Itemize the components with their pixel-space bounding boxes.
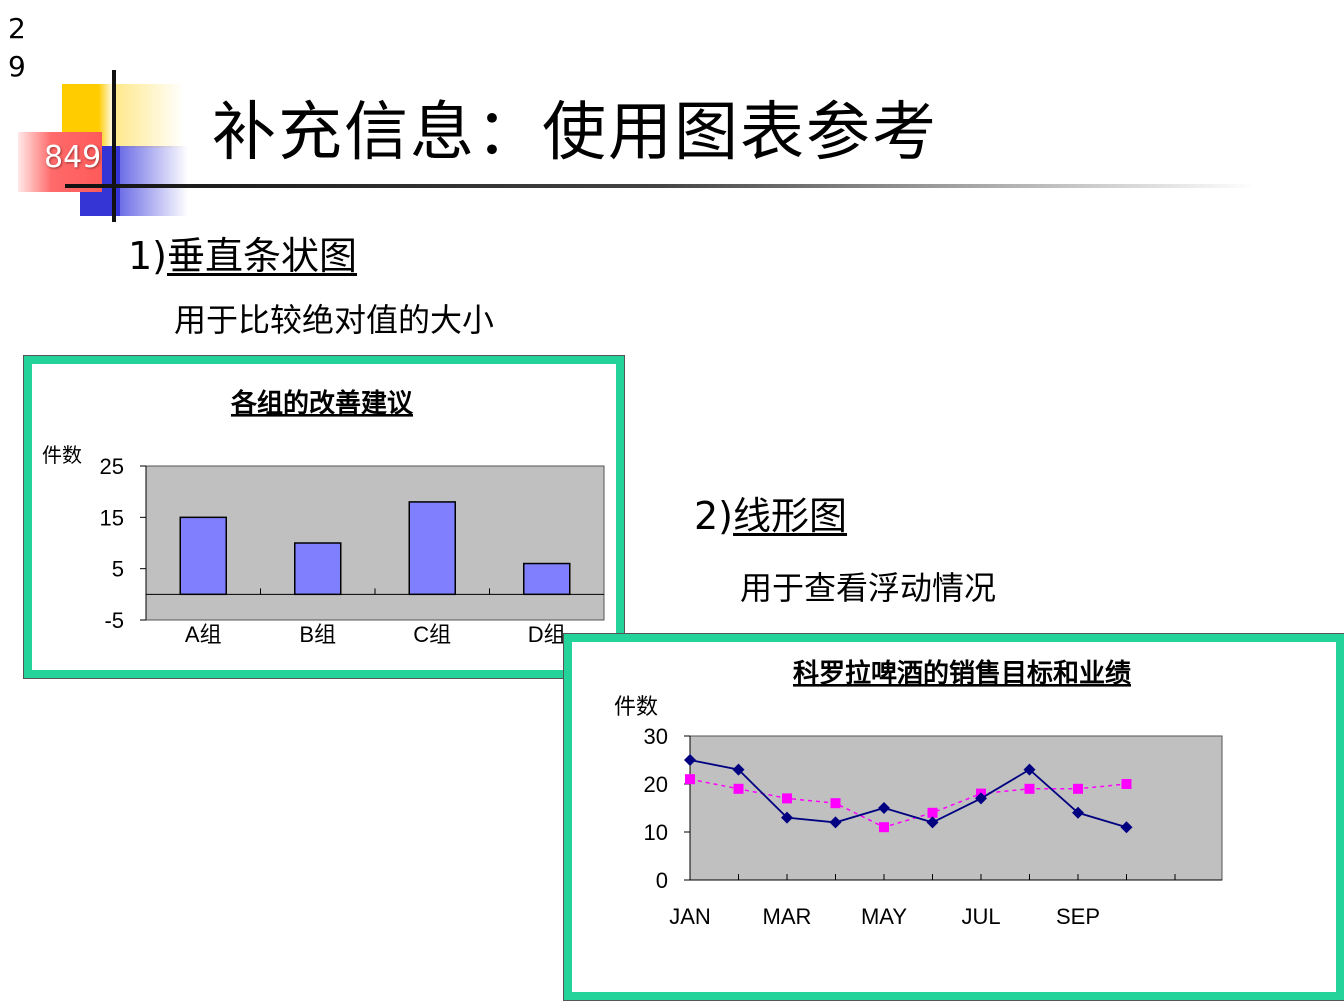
series-actual-point: [1120, 821, 1133, 834]
bar-category-label: B组: [299, 622, 336, 647]
line-chart-ylabel: 件数: [614, 694, 658, 719]
logo-decoration-red: [18, 132, 102, 192]
series-actual-point: [926, 816, 939, 829]
line-chart-title: 科罗拉啤酒的销售目标和业绩: [793, 658, 1131, 689]
line-y-tick-label: 10: [644, 820, 668, 845]
bar-chart-title: 各组的改善建议: [230, 388, 414, 419]
logo-vertical-line: [112, 70, 116, 222]
section1-title: 垂直条状图: [167, 234, 358, 278]
series-actual-point: [829, 816, 842, 829]
line-x-tick-label: JAN: [669, 904, 711, 929]
line-x-tick-label: JUL: [961, 904, 1000, 929]
logo-decoration-blue-fade: [118, 146, 188, 216]
series-actual-point: [975, 792, 987, 805]
series-actual-point: [878, 802, 890, 814]
logo-decoration-yellow-fade: [114, 84, 184, 148]
series-actual-point: [1023, 763, 1036, 776]
bar-y-tick-label: 5: [112, 557, 124, 582]
bar: [523, 562, 571, 596]
bar: [179, 516, 227, 596]
bar-chart-plot: 25 15 5 -5 A组 B组 C组 D组: [100, 454, 605, 647]
bar-chart: 各组的改善建议 件数 25 15 5 -5 A组 B组 C组 D组: [42, 388, 605, 647]
series-actual-point: [781, 811, 793, 824]
logo-badge-number: 849: [44, 140, 102, 175]
series-target-point: [733, 783, 744, 794]
series-actual-point: [1072, 806, 1084, 819]
line-x-tick-label: SEP: [1056, 904, 1100, 929]
bar-category-label: A组: [185, 622, 222, 647]
bar-y-tick-label: 25: [100, 454, 124, 479]
line-y-tick-label: 30: [644, 724, 668, 749]
series-target-point: [830, 798, 841, 809]
section1-description: 用于比较绝对值的大小: [174, 301, 495, 339]
line-chart-panel: 科罗拉啤酒的销售目标和业绩 件数 30 20 10 0 JAN MAR MAY JUL SEP: [563, 633, 1344, 1001]
section2-heading: 2)线形图: [694, 490, 847, 542]
line-y-tick-label: 20: [644, 772, 668, 797]
series-actual-point: [732, 763, 745, 776]
series-actual-line: [689, 759, 1127, 829]
bar-chart-panel: 各组的改善建议 件数 25 15 5 -5 A组 B组 C组 D组: [23, 355, 625, 679]
series-target-point: [1073, 783, 1083, 794]
page-title: 补充信息：使用图表参考: [212, 96, 938, 170]
series-actual-point: [684, 754, 696, 766]
bar-y-tick-label: 15: [100, 505, 124, 530]
bar-category-label: D组: [528, 622, 566, 647]
series-target-point: [927, 807, 938, 818]
bar-chart-ylabel: 件数: [42, 444, 82, 467]
slide-number-line2: 9: [8, 50, 26, 83]
series-target-point: [1024, 783, 1035, 794]
section2-title: 线形图: [733, 494, 848, 538]
series-target-point: [685, 774, 695, 785]
bar-y-tick-label: -5: [104, 608, 124, 633]
section1-heading: 1)垂直条状图: [128, 230, 357, 282]
series-target-point: [1121, 779, 1132, 789]
section1-prefix: 1): [128, 234, 168, 278]
bar: [408, 501, 456, 596]
slide-number: 2 9: [8, 10, 28, 86]
series-target-point: [879, 822, 889, 833]
title-underline-rule: [65, 184, 1255, 188]
line-plot-area: [689, 735, 1223, 881]
slide-number-line1: 2: [8, 12, 26, 45]
section2-prefix: 2): [694, 494, 734, 538]
line-x-tick-label: MAY: [861, 904, 907, 929]
line-x-tick-label: MAR: [763, 904, 812, 929]
bar: [294, 542, 342, 596]
line-y-tick-label: 0: [656, 868, 668, 893]
bar-category-label: C组: [413, 622, 451, 647]
series-target-point: [782, 793, 792, 804]
section2-description: 用于查看浮动情况: [740, 569, 997, 607]
